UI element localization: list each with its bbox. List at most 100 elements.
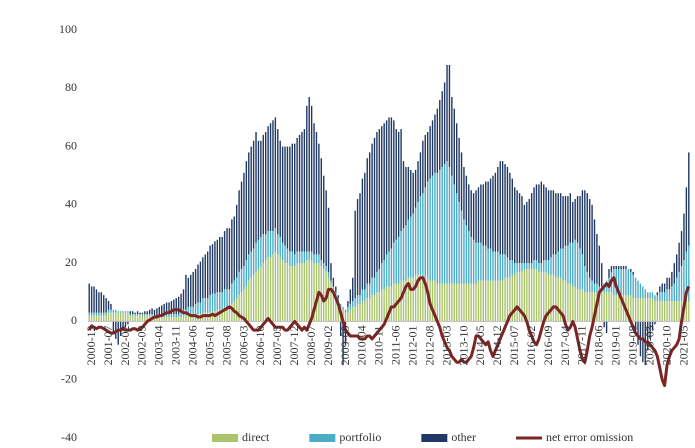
bar [303,251,306,264]
bar [429,178,431,281]
bar [90,286,93,313]
bar [243,266,245,290]
bar [226,289,228,307]
bar [347,301,349,307]
bar [463,219,465,284]
bar [431,175,434,281]
bar [103,315,105,322]
bar [552,190,555,255]
bar [596,283,598,293]
bar [526,268,528,322]
bar [572,201,574,243]
bar [395,129,397,240]
bar [214,293,216,312]
bar [156,308,158,316]
y-tick-label: -40 [61,430,77,444]
bar [364,301,366,322]
bar [173,314,175,318]
bar [588,277,591,293]
bar [426,181,429,278]
bar [613,266,615,269]
bar [538,263,540,272]
bar [673,263,675,284]
bar [238,190,240,272]
bar [632,298,634,322]
bar [245,260,248,287]
bar [231,283,233,304]
bar [124,311,127,313]
bar [90,312,93,316]
bar [634,321,637,331]
bar [199,302,202,315]
bar [112,321,115,334]
bar [342,306,344,310]
bar [233,216,235,281]
bar [385,120,388,255]
bar [497,166,499,252]
bar [617,295,620,322]
bar [327,271,330,278]
bar [337,295,339,299]
bar [371,295,373,322]
bar [434,114,436,173]
bar [315,132,318,255]
bar [668,289,671,302]
x-tick-label: 2010-11 [372,325,386,365]
legend-swatch [309,434,336,442]
bar [482,245,484,281]
bar [228,306,231,322]
bar [204,254,206,299]
bar [581,254,584,290]
bar [325,190,327,267]
x-tick-label: 2020-10 [659,325,673,365]
bar [627,268,630,296]
bar [284,245,286,264]
bar [281,242,284,261]
bar [163,303,165,315]
bar [267,126,269,232]
bar [395,239,397,284]
bar [584,266,586,293]
bar [506,277,509,322]
bar [146,315,148,322]
bar [180,317,182,322]
x-tick-label: 2009-09 [338,325,352,365]
bar [214,241,216,294]
bar [342,309,344,322]
bar [373,277,376,296]
bar [260,140,262,237]
bar [352,277,354,302]
bar [654,301,656,322]
bar [216,292,219,310]
bar [327,277,330,322]
x-tick-label: 2020-03 [642,325,656,365]
bar [327,207,330,272]
bar [458,201,460,284]
bar [475,190,477,243]
bar [364,172,366,290]
bar [410,216,412,278]
bar [526,201,528,264]
bar [656,301,659,322]
bar [557,193,559,252]
bar [509,260,511,278]
bar [485,280,487,322]
bar [557,277,559,322]
bar [436,283,439,322]
bar [639,298,642,322]
bar [264,260,267,322]
bar [223,231,226,290]
x-tick-label: 2007-05 [270,325,284,365]
bar [88,315,90,322]
bar [90,315,93,322]
bar [489,248,492,281]
bar [603,321,605,328]
bar [680,301,683,322]
bar [185,274,187,310]
bar [475,242,477,284]
bar [170,301,173,315]
bar [460,283,463,322]
bar [506,166,509,258]
bar [122,321,124,331]
bar [98,315,100,322]
